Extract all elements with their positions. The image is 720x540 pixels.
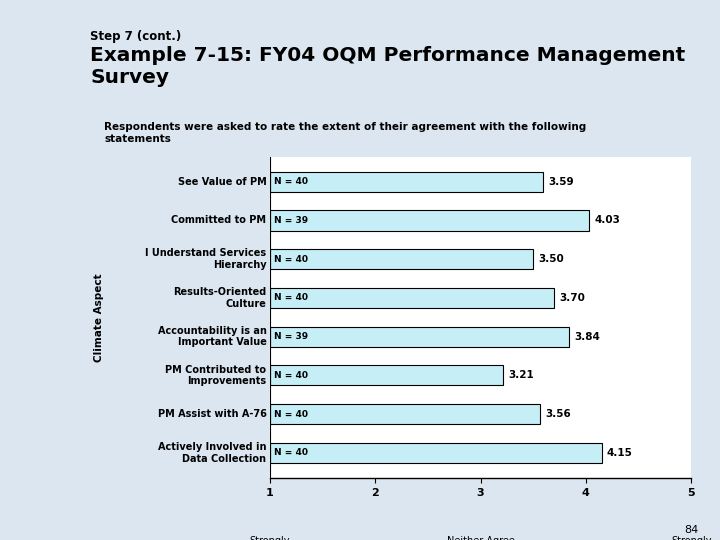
Bar xyxy=(270,443,602,463)
Bar xyxy=(270,249,534,269)
Text: 3.56: 3.56 xyxy=(545,409,570,419)
Text: N = 39: N = 39 xyxy=(274,332,308,341)
Text: 3.50: 3.50 xyxy=(539,254,564,264)
Text: N = 40: N = 40 xyxy=(274,448,308,457)
Text: 84: 84 xyxy=(684,524,698,535)
Bar xyxy=(270,404,539,424)
Text: Actively Involved in
Data Collection: Actively Involved in Data Collection xyxy=(158,442,266,463)
Text: See Value of PM: See Value of PM xyxy=(178,177,266,187)
Text: Committed to PM: Committed to PM xyxy=(171,215,266,226)
Text: 4.15: 4.15 xyxy=(607,448,633,458)
Bar xyxy=(270,288,554,308)
Text: Strongly
Disagree: Strongly Disagree xyxy=(248,536,292,540)
Text: Example 7-15: FY04 OQM Performance Management
Survey: Example 7-15: FY04 OQM Performance Manag… xyxy=(90,46,685,87)
Bar xyxy=(270,172,543,192)
Text: I Understand Services
Hierarchy: I Understand Services Hierarchy xyxy=(145,248,266,270)
Text: Results-Oriented
Culture: Results-Oriented Culture xyxy=(173,287,266,309)
Text: PM Contributed to
Improvements: PM Contributed to Improvements xyxy=(166,364,266,386)
Text: 3.70: 3.70 xyxy=(559,293,585,303)
Text: 3.59: 3.59 xyxy=(548,177,574,187)
Text: 3.84: 3.84 xyxy=(575,332,600,342)
Bar xyxy=(270,211,589,231)
Text: 4.03: 4.03 xyxy=(594,215,620,226)
Text: N = 40: N = 40 xyxy=(274,409,308,418)
Bar xyxy=(270,365,503,386)
Text: Neither Agree
nor Disagree: Neither Agree nor Disagree xyxy=(446,536,515,540)
Text: Accountability is an
Important Value: Accountability is an Important Value xyxy=(158,326,266,347)
Text: Step 7 (cont.): Step 7 (cont.) xyxy=(90,30,181,43)
Text: N = 40: N = 40 xyxy=(274,177,308,186)
Bar xyxy=(270,327,569,347)
Text: PM Assist with A-76: PM Assist with A-76 xyxy=(158,409,266,419)
Text: N = 40: N = 40 xyxy=(274,293,308,302)
Text: N = 40: N = 40 xyxy=(274,255,308,264)
Text: N = 39: N = 39 xyxy=(274,216,308,225)
Text: N = 40: N = 40 xyxy=(274,371,308,380)
Text: 3.21: 3.21 xyxy=(508,370,534,380)
Text: Climate Aspect: Climate Aspect xyxy=(94,273,104,362)
Text: Strongly
Agree: Strongly Agree xyxy=(671,536,711,540)
Text: Respondents were asked to rate the extent of their agreement with the following
: Respondents were asked to rate the exten… xyxy=(104,122,587,144)
